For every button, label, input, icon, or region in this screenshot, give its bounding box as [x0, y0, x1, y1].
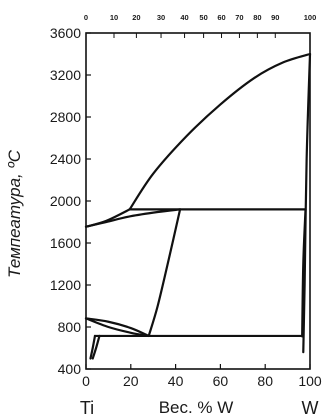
x-tick-label: 40 [168, 373, 184, 389]
x-axis-title: Вес. % W [159, 398, 234, 417]
boundary-liquidus-left [84, 208, 131, 228]
x-tick-label: 20 [123, 373, 139, 389]
y-tick-label: 3600 [50, 25, 81, 41]
boundary-beta-transus [84, 317, 150, 338]
y-tick-label: 400 [58, 361, 82, 377]
top-tick-label: 60 [217, 13, 225, 22]
top-tick-label: 90 [271, 13, 279, 22]
boundary-liquidus [128, 52, 312, 211]
y-axis-title: Темпеатура, ºC [5, 149, 24, 278]
top-tick-label: 100 [304, 13, 317, 22]
boundary-beta-boundary-W [302, 52, 312, 354]
x-tick-label: 60 [213, 373, 229, 389]
top-tick-label: 80 [253, 13, 261, 22]
top-tick-label: 10 [110, 13, 118, 22]
boundary-alpha-solvus [84, 317, 150, 338]
axis-ticks [85, 32, 311, 370]
y-tick-label: 2000 [50, 193, 81, 209]
top-tick-label: 30 [157, 13, 165, 22]
x-tick-label: 0 [82, 373, 90, 389]
y-tick-label: 2800 [50, 109, 81, 125]
y-tick-labels: 400 800 1200 1600 2000 2400 2800 3200 3600 [50, 25, 81, 377]
x-tick-label: 80 [257, 373, 273, 389]
ti-label: Ti [80, 398, 94, 418]
y-tick-label: 800 [58, 319, 82, 335]
top-tick-label: 20 [132, 13, 140, 22]
y-tick-label: 3200 [50, 67, 81, 83]
top-axis-labels: 0 10 20 30 40 50 60 70 80 90 100 [84, 13, 316, 22]
w-label: W [302, 398, 319, 418]
y-tick-label: 2400 [50, 151, 81, 167]
phase-boundaries [84, 52, 312, 360]
y-tick-label: 1600 [50, 235, 81, 251]
top-tick-label: 40 [180, 13, 188, 22]
boundary-beta-miscibility-right [147, 208, 182, 338]
boundary-alpha-boundary-2 [91, 334, 101, 360]
x-tick-label: 100 [298, 373, 322, 389]
top-tick-label: 70 [235, 13, 243, 22]
top-tick-label: 0 [84, 13, 88, 22]
top-tick-label: 50 [199, 13, 207, 22]
boundary-alpha-boundary [89, 334, 97, 360]
x-tick-labels: 0 20 40 60 80 100 [82, 373, 322, 389]
y-tick-label: 1200 [50, 277, 81, 293]
